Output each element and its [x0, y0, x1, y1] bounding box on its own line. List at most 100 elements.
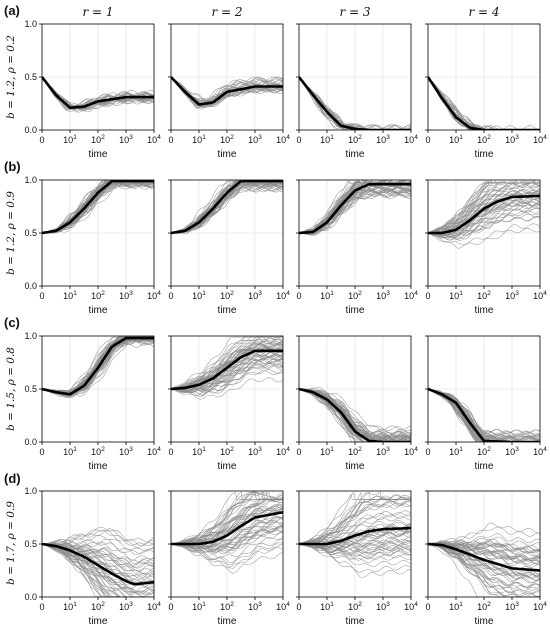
- x-tick-label: 101: [320, 290, 334, 301]
- row-label-b: b = 1.2, ρ = 0.9: [5, 191, 17, 275]
- trajectory-line: [428, 76, 540, 130]
- x-tick-label: 102: [477, 446, 491, 457]
- trajectory-line: [42, 543, 154, 597]
- x-tick-label: 103: [248, 601, 262, 612]
- trajectory-line: [42, 529, 154, 547]
- x-tick-label: 102: [348, 601, 362, 612]
- trajectory-line: [428, 76, 540, 130]
- x-tick-label: 103: [119, 601, 133, 612]
- trajectory-line: [171, 355, 283, 392]
- trajectory-line: [428, 76, 540, 130]
- col-title-r3: r = 3: [339, 5, 370, 19]
- x-tick-label: 0: [39, 602, 44, 612]
- mean-line: [428, 194, 540, 235]
- x-tick-label: 104: [533, 446, 547, 457]
- trajectory-line: [428, 543, 540, 564]
- x-tick-label: 102: [220, 601, 234, 612]
- trajectory-line: [428, 388, 540, 442]
- x-tick-label: 102: [220, 134, 234, 145]
- x-tick-label: 103: [248, 290, 262, 301]
- mean-line: [42, 76, 154, 109]
- panel-grid: [42, 24, 154, 130]
- x-tick-label: 103: [119, 290, 133, 301]
- x-axis-label: time: [89, 149, 108, 160]
- x-tick-label: 102: [91, 446, 105, 457]
- trajectory-line: [428, 522, 540, 545]
- trajectory-line: [171, 496, 283, 545]
- trajectory-line: [171, 369, 283, 397]
- x-tick-label: 0: [168, 291, 173, 301]
- x-tick-label: 103: [248, 134, 262, 145]
- x-tick-label: 102: [91, 134, 105, 145]
- trajectory-line: [428, 543, 540, 597]
- trajectory-line: [428, 543, 540, 597]
- x-tick-label: 0: [39, 291, 44, 301]
- x-tick-label: 104: [276, 290, 290, 301]
- panel-r4-c4: 0 101 102 103 104 time: [425, 490, 547, 627]
- mean-line: [42, 542, 154, 586]
- trajectory-line: [428, 182, 540, 234]
- x-axis-label: time: [218, 149, 237, 160]
- row-letter-d: (d): [4, 471, 21, 486]
- x-tick-label: 102: [91, 601, 105, 612]
- trajectory-line: [42, 543, 154, 568]
- x-axis-label: time: [89, 461, 108, 472]
- col-title-r1: r = 1: [82, 5, 113, 19]
- trajectory-line: [428, 198, 540, 236]
- x-tick-label: 0: [296, 602, 301, 612]
- trajectory-line: [42, 76, 154, 113]
- x-tick-label: 101: [449, 601, 463, 612]
- trajectory-line: [171, 497, 283, 545]
- trajectory-line: [299, 536, 411, 550]
- trajectory-line: [299, 191, 411, 236]
- mean-line: [428, 387, 540, 442]
- x-tick-label: 0: [425, 602, 430, 612]
- x-tick-label: 101: [320, 446, 334, 457]
- trajectory-line: [428, 76, 540, 130]
- trajectory-line: [171, 354, 283, 390]
- x-axis-label: time: [346, 305, 365, 316]
- y-tick-label: 1.0: [24, 175, 37, 185]
- x-tick-label: 103: [505, 134, 519, 145]
- row-label-c: b = 1.5, ρ = 0.8: [5, 347, 17, 431]
- trajectory-line: [299, 387, 411, 432]
- trajectory-line: [171, 526, 283, 552]
- panel-r2-c4: 0 101 102 103 104 time: [425, 179, 547, 316]
- panel-grid: [42, 336, 154, 442]
- x-tick-label: 103: [119, 446, 133, 457]
- x-tick-label: 0: [425, 135, 430, 145]
- trajectory-line: [428, 216, 540, 241]
- trajectory-line: [299, 76, 411, 130]
- trajectory-line: [171, 358, 283, 392]
- mean-line: [299, 76, 411, 130]
- row-label-a: b = 1.2, ρ = 0.2: [5, 35, 17, 119]
- row-letter-c: (c): [4, 315, 20, 330]
- x-tick-label: 101: [63, 601, 77, 612]
- panel-grid: [299, 24, 411, 130]
- mean-line: [171, 76, 283, 107]
- trajectory-line: [42, 182, 154, 234]
- x-tick-label: 103: [376, 290, 390, 301]
- x-tick-label: 103: [505, 601, 519, 612]
- x-tick-label: 0: [296, 135, 301, 145]
- trajectory-group: [42, 527, 154, 597]
- x-tick-label: 104: [147, 601, 161, 612]
- mean-line: [171, 180, 283, 235]
- trajectory-line: [171, 352, 283, 390]
- y-tick-label: 1.0: [24, 19, 37, 29]
- trajectory-line: [42, 543, 154, 597]
- x-tick-label: 102: [477, 601, 491, 612]
- trajectory-line: [171, 76, 283, 108]
- trajectory-line: [42, 543, 154, 597]
- mean-line: [428, 542, 540, 572]
- trajectory-line: [299, 543, 411, 557]
- x-tick-label: 104: [404, 290, 418, 301]
- trajectory-line: [428, 541, 540, 554]
- x-tick-label: 104: [404, 446, 418, 457]
- x-tick-label: 104: [147, 134, 161, 145]
- trajectory-line: [299, 388, 411, 437]
- trajectory-line: [299, 191, 411, 235]
- x-tick-label: 103: [376, 601, 390, 612]
- trajectory-line: [428, 543, 540, 597]
- trajectory-line: [428, 227, 540, 249]
